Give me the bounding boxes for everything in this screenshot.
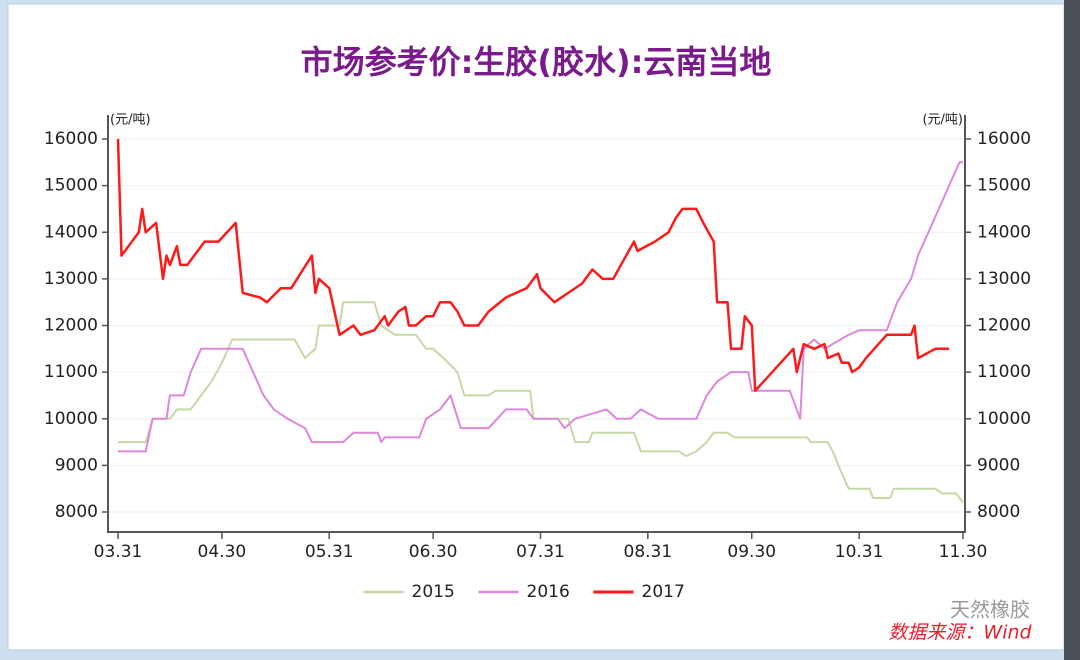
x-tick-label: 09.30 <box>727 542 776 562</box>
y-tick-label: 12000 <box>44 316 98 336</box>
x-tick-label: 07.31 <box>516 542 565 562</box>
x-tick-label: 10.31 <box>835 542 884 562</box>
y-tick-label: 8000 <box>55 502 98 522</box>
legend-label: 2015 <box>412 582 455 602</box>
y-tick-label: 16000 <box>44 129 98 149</box>
window-edge <box>1064 0 1080 660</box>
x-tick-label: 08.31 <box>624 542 673 562</box>
y2-tick-label: 16000 <box>977 129 1031 149</box>
axis-line <box>107 115 966 533</box>
y2-tick-label: 11000 <box>977 362 1031 382</box>
y-tick-label: 13000 <box>44 269 98 289</box>
y2-tick-label: 9000 <box>977 455 1020 475</box>
y2-tick-label: 14000 <box>977 222 1031 242</box>
y-unit: (元/吨) <box>110 113 151 128</box>
series-line <box>118 301 964 504</box>
chart-title: 市场参考价:生胶(胶水):云南当地 <box>301 43 772 81</box>
y2-tick-label: 13000 <box>977 269 1031 289</box>
series-line <box>116 138 950 393</box>
x-tick-label: 11.30 <box>939 542 988 562</box>
y2-tick-label: 10000 <box>977 409 1031 429</box>
y2-tick-label: 15000 <box>977 176 1031 196</box>
y-tick-label: 14000 <box>44 222 98 242</box>
y-tick-label: 9000 <box>55 455 98 475</box>
x-tick-label: 03.31 <box>94 542 143 562</box>
x-tick-label: 06.30 <box>409 542 458 562</box>
legend-label: 2017 <box>642 582 685 602</box>
y2-tick-label: 12000 <box>977 316 1031 336</box>
x-tick-label: 05.31 <box>305 542 354 562</box>
y2-unit: (元/吨) <box>922 113 963 128</box>
y-tick-label: 11000 <box>44 362 98 382</box>
y-tick-label: 10000 <box>44 409 98 429</box>
legend-label: 2016 <box>527 582 570 602</box>
y-tick-label: 15000 <box>44 176 98 196</box>
source-note: 数据来源：Wind <box>888 622 1032 644</box>
y2-tick-label: 8000 <box>977 502 1020 522</box>
series-line <box>118 161 963 453</box>
x-tick-label: 04.30 <box>198 542 247 562</box>
watermark: 天然橡胶 <box>950 598 1030 622</box>
